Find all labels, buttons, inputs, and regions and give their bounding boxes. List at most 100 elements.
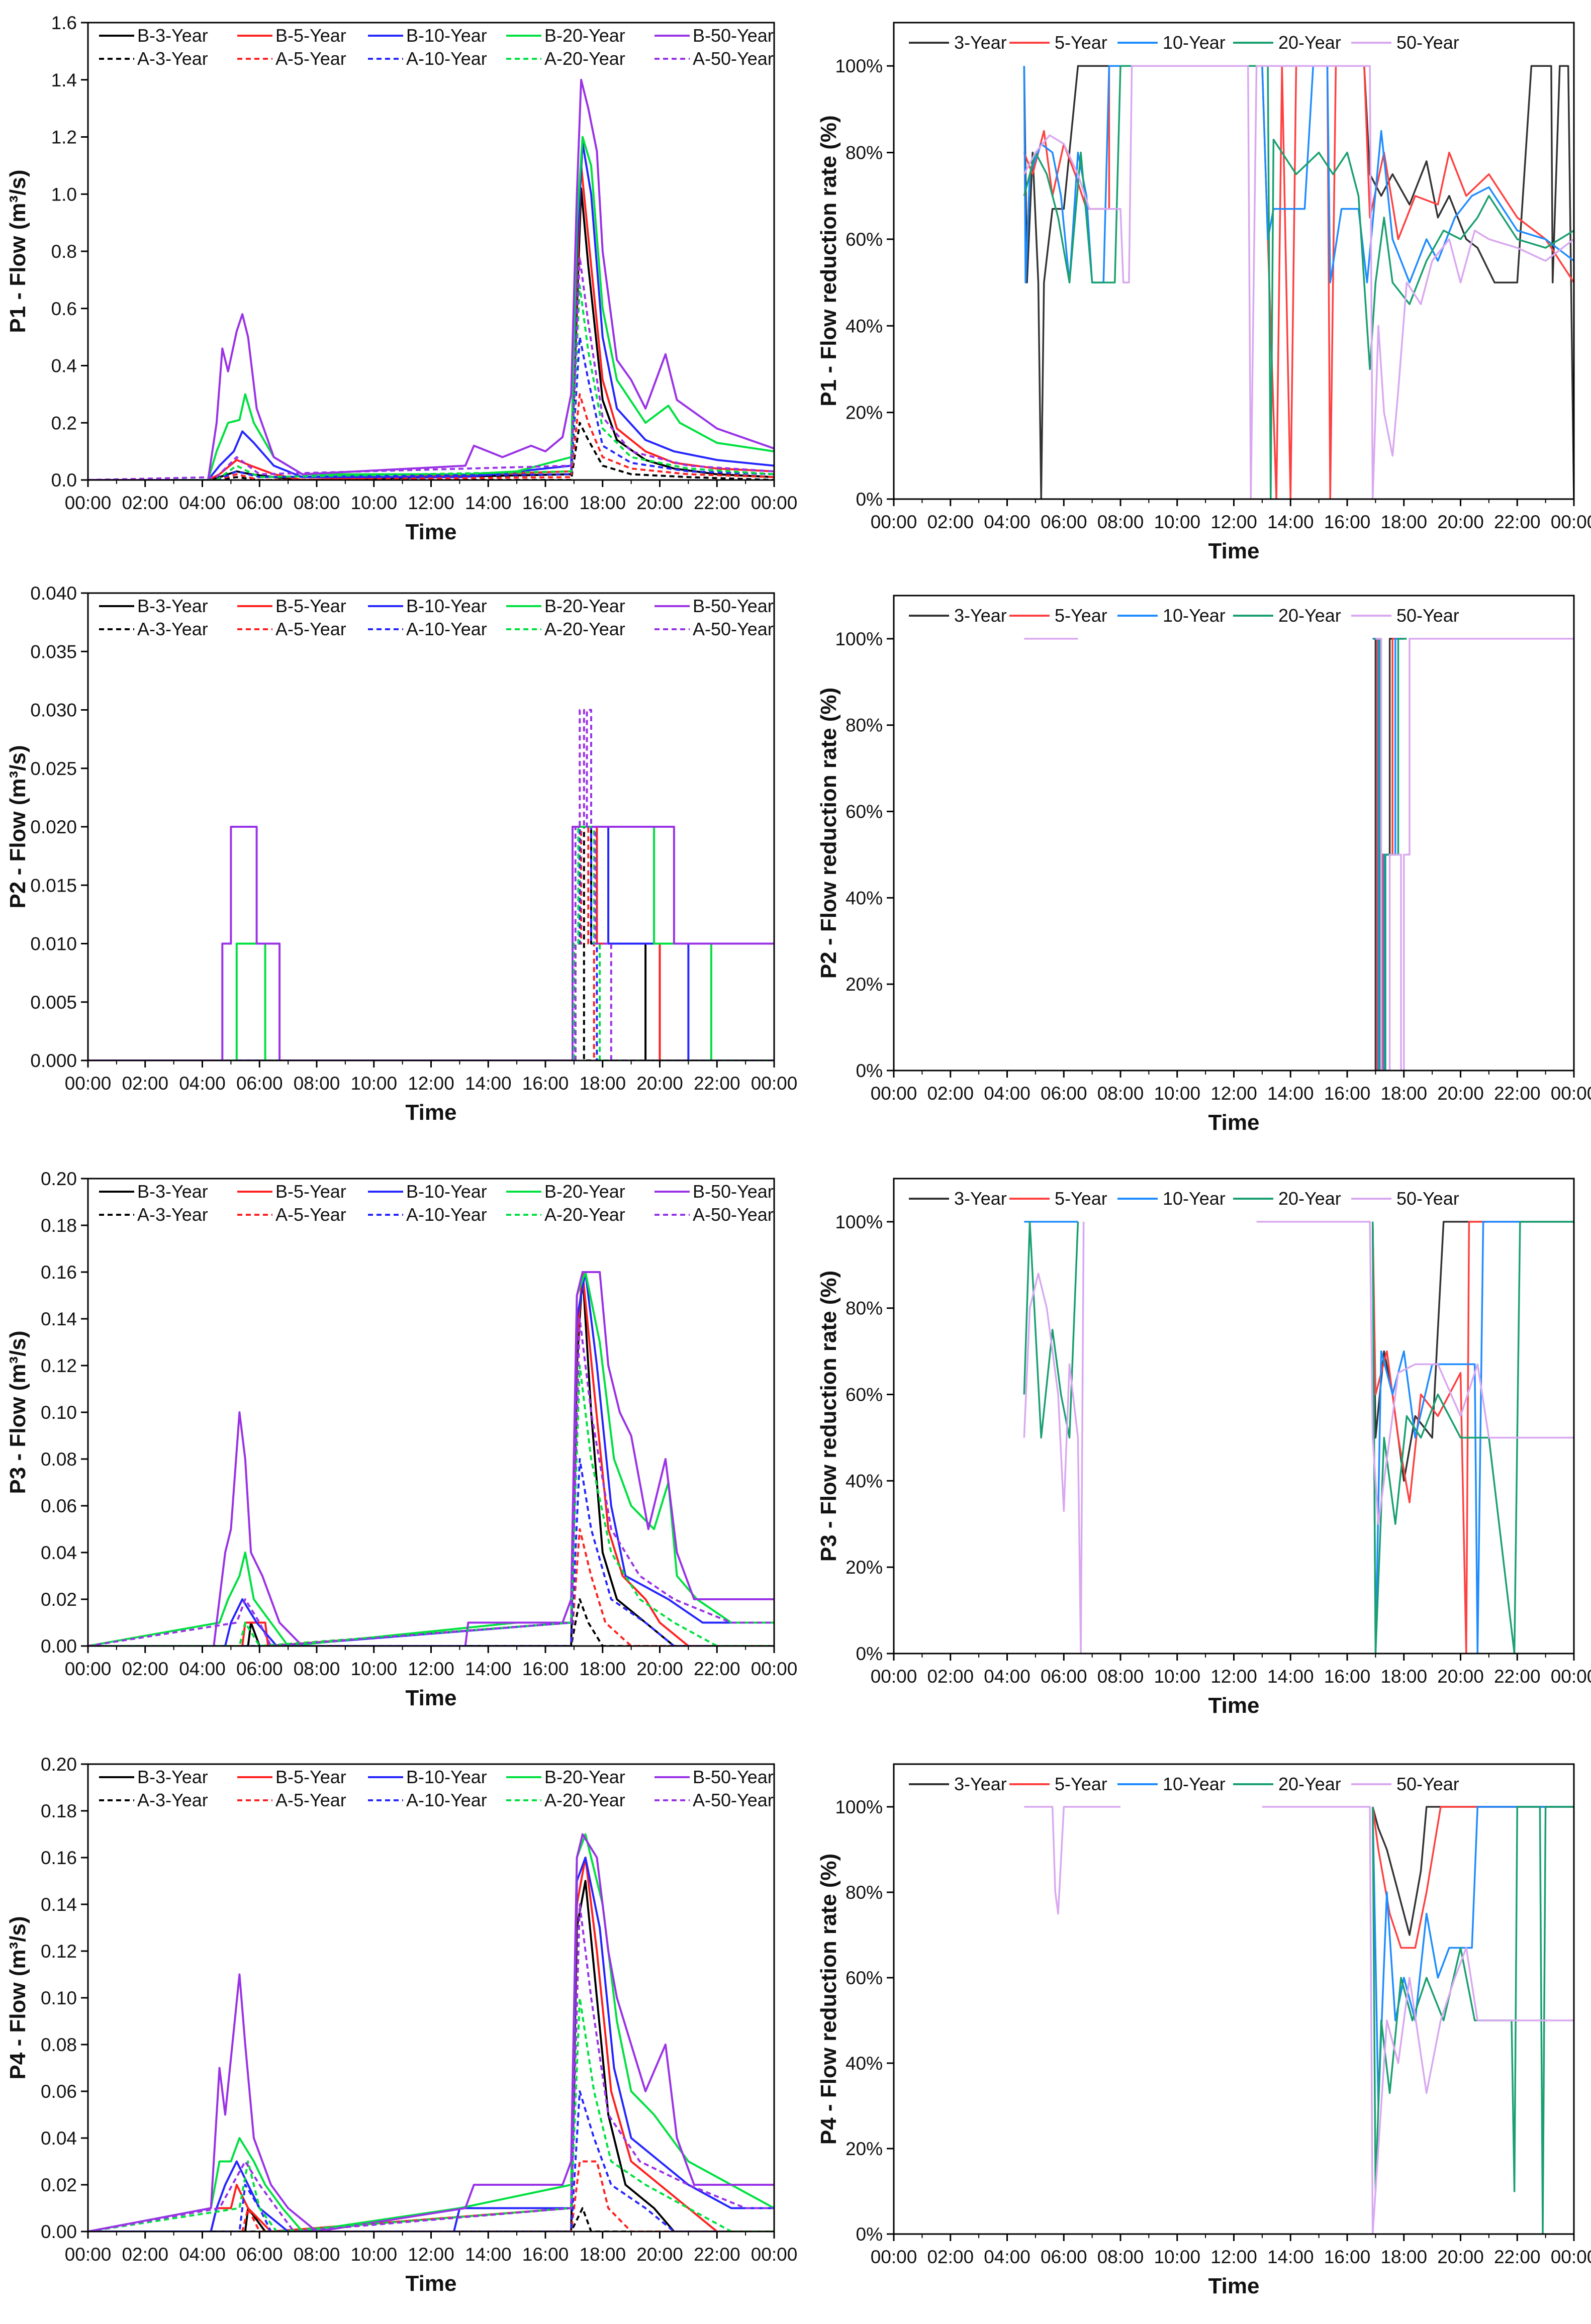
y-tick-label: 40% xyxy=(846,888,883,908)
y-tick-label: 100% xyxy=(835,629,883,649)
x-tick-label: 00:00 xyxy=(751,1659,798,1679)
legend-label: 20-Year xyxy=(1278,1188,1341,1209)
x-tick-label: 12:00 xyxy=(1210,2247,1257,2267)
x-tick-label: 08:00 xyxy=(294,493,340,513)
y-tick-label: 60% xyxy=(846,1968,883,1988)
x-tick-label: 20:00 xyxy=(1437,512,1484,532)
y-tick-label: 1.0 xyxy=(51,184,77,205)
y-tick-label: 0.00 xyxy=(41,1636,77,1657)
y-tick-label: 60% xyxy=(846,229,883,250)
legend-label: 10-Year xyxy=(1163,32,1226,53)
legend-label: A-10-Year xyxy=(406,48,487,69)
series-group xyxy=(1024,1806,1574,2234)
y-tick-label: 40% xyxy=(846,1471,883,1491)
y-tick-label: 0.06 xyxy=(41,2081,77,2102)
legend-label: 50-Year xyxy=(1396,1188,1459,1209)
x-tick-label: 22:00 xyxy=(1494,1083,1541,1104)
x-tick-label: 06:00 xyxy=(236,2244,283,2265)
y-tick-label: 0% xyxy=(856,1643,883,1664)
x-tick-label: 20:00 xyxy=(1437,1666,1484,1687)
y-tick-label: 0.015 xyxy=(30,875,77,896)
x-tick-label: 22:00 xyxy=(694,1659,740,1679)
x-tick-label: 14:00 xyxy=(1267,1083,1314,1104)
legend-label: A-20-Year xyxy=(544,1204,625,1225)
x-tick-label: 02:00 xyxy=(927,2247,974,2267)
x-tick-label: 00:00 xyxy=(871,1666,917,1687)
series-line-10-year xyxy=(1023,65,1574,283)
x-tick-label: 14:00 xyxy=(465,2244,512,2265)
series-line-a-10-year xyxy=(88,2090,774,2232)
series-line-20-year xyxy=(1371,1806,1574,2234)
x-tick-label: 04:00 xyxy=(984,2247,1031,2267)
series-group xyxy=(88,709,774,1060)
legend-label: B-10-Year xyxy=(406,596,487,616)
x-tick-label: 20:00 xyxy=(636,1073,683,1094)
series-group xyxy=(1024,638,1574,1071)
x-tick-label: 18:00 xyxy=(1380,512,1427,532)
series-line-a-20-year xyxy=(88,284,774,480)
x-tick-label: 22:00 xyxy=(1494,2247,1541,2267)
x-tick-label: 20:00 xyxy=(636,1659,683,1679)
x-tick-label: 18:00 xyxy=(579,1073,626,1094)
y-tick-label: 60% xyxy=(846,1385,883,1405)
x-tick-label: 14:00 xyxy=(465,493,512,513)
chart-p2-flow: 00:00 02:00 04:00 06:00 08:00 10:00 12:00 14:00… xyxy=(6,583,797,1125)
y-tick-label: 0.08 xyxy=(41,1449,77,1470)
y-tick-label: 0.2 xyxy=(51,413,77,433)
series-line-b-5-year xyxy=(88,164,774,480)
x-tick-label: 02:00 xyxy=(927,512,974,532)
x-tick-label: 04:00 xyxy=(179,493,226,513)
y-axis-label: P3 - Flow reduction rate (%) xyxy=(816,1271,841,1562)
y-tick-label: 20% xyxy=(846,974,883,995)
x-tick-label: 04:00 xyxy=(179,1073,226,1094)
y-axis-label: P1 - Flow reduction rate (%) xyxy=(816,115,841,406)
legend-label: A-50-Year xyxy=(693,1790,774,1810)
legend-label: A-3-Year xyxy=(137,48,208,69)
legend-label: A-3-Year xyxy=(137,1204,208,1225)
x-tick-label: 04:00 xyxy=(984,512,1031,532)
plot-frame xyxy=(87,1178,775,1647)
x-tick-label: 22:00 xyxy=(694,493,740,513)
y-tick-label: 0.4 xyxy=(51,356,77,376)
series-line-b-20-year xyxy=(88,136,774,480)
legend-label: B-5-Year xyxy=(275,25,346,46)
x-tick-label: 08:00 xyxy=(294,2244,340,2265)
legend-label: B-5-Year xyxy=(275,596,346,616)
x-tick-label: 00:00 xyxy=(871,512,917,532)
x-tick-label: 12:00 xyxy=(408,1073,454,1094)
series-group xyxy=(1023,1221,1574,1654)
x-tick-label: 16:00 xyxy=(1324,2247,1371,2267)
x-axis-label: Time xyxy=(1208,539,1260,563)
x-tick-label: 02:00 xyxy=(122,493,168,513)
x-tick-label: 00:00 xyxy=(1551,2247,1591,2267)
series-line-b-3-year xyxy=(88,187,774,480)
x-tick-label: 10:00 xyxy=(350,1073,397,1094)
x-axis-label: Time xyxy=(406,2271,457,2296)
series-line-50-year xyxy=(1024,638,1574,1071)
series-line-a-3-year xyxy=(88,422,774,480)
legend-label: A-5-Year xyxy=(275,1204,346,1225)
x-tick-label: 10:00 xyxy=(350,2244,397,2265)
x-tick-label: 02:00 xyxy=(927,1666,974,1687)
y-tick-label: 60% xyxy=(846,802,883,822)
x-axis-label: Time xyxy=(406,1100,457,1125)
x-axis-label: Time xyxy=(1208,1110,1260,1135)
series-line-10-year xyxy=(1024,1221,1574,1654)
legend-label: A-20-Year xyxy=(544,48,625,69)
x-tick-label: 12:00 xyxy=(1210,1666,1257,1687)
series-line-50-year xyxy=(1023,1221,1574,1654)
legend-label: A-50-Year xyxy=(693,48,774,69)
legend-label: 3-Year xyxy=(954,605,1007,626)
legend-label: 10-Year xyxy=(1163,1774,1226,1794)
legend-label: 5-Year xyxy=(1055,32,1107,53)
y-tick-label: 0.040 xyxy=(30,583,77,604)
x-tick-label: 18:00 xyxy=(1380,1083,1427,1104)
x-tick-label: 10:00 xyxy=(1154,1666,1200,1687)
legend-label: B-5-Year xyxy=(275,1181,346,1202)
plot-frame xyxy=(87,1763,775,2233)
legend-label: A-50-Year xyxy=(693,619,774,639)
legend-label: 10-Year xyxy=(1163,1188,1226,1209)
y-tick-label: 80% xyxy=(846,1298,883,1319)
series-line-5-year xyxy=(1371,1806,1574,1949)
y-axis-label: P2 - Flow reduction rate (%) xyxy=(816,688,841,979)
